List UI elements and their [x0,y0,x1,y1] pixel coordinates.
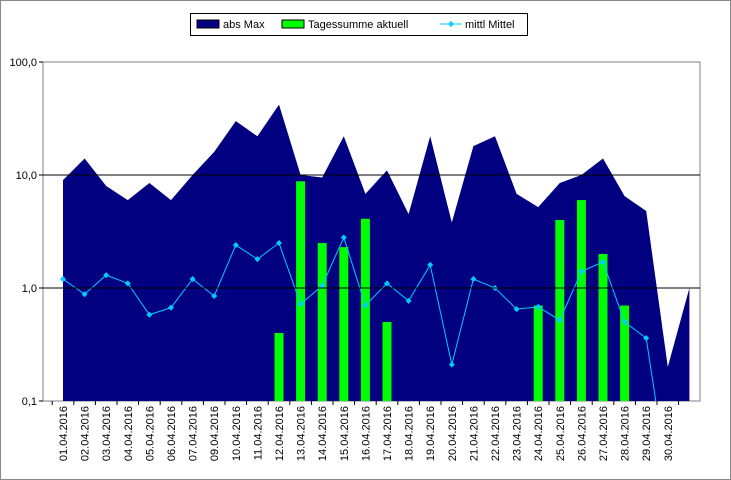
marker [556,317,563,324]
legend-label: mittl Mittel [465,19,515,31]
x-tick-label: 02.04.2016 [80,406,92,461]
x-tick-label: 11.04.2016 [252,406,264,460]
legend [190,13,528,36]
marker [60,276,66,283]
x-tick-label: 30.04.2016 [663,406,675,461]
marker [232,242,239,249]
bar [296,181,306,401]
y-tick-label: 0,1 [22,396,37,408]
bar [339,247,349,401]
marker [600,258,606,265]
area [63,104,690,401]
bar [620,305,630,401]
marker [578,268,585,275]
marker [189,276,196,283]
marker [146,311,153,318]
legend-swatch [281,19,305,29]
marker [254,256,261,263]
x-tick-label: 17.04.2016 [382,406,394,461]
x-tick-label: 29.04.2016 [641,406,653,461]
x-tick-label: 25.04.2016 [555,406,567,461]
x-tick-label: 15.04.2016 [339,406,351,461]
x-tick-label: 13.04.2016 [296,406,308,461]
legend-swatch [196,19,220,29]
marker [513,306,520,313]
x-tick-label: 27.04.2016 [598,406,610,461]
x-tick-label: 23.04.2016 [512,406,524,461]
bar [598,253,608,401]
legend-swatch [448,21,454,27]
x-tick-label: 22.04.2016 [490,406,502,461]
x-tick-label: 05.04.2016 [144,406,156,461]
legend-label: abs Max [223,19,265,31]
bar [317,243,327,401]
y-tick-label: 10,0 [16,170,37,182]
marker [427,261,434,268]
marker [103,272,110,279]
marker [405,297,412,304]
x-tick-label: 16.04.2016 [360,406,372,461]
bar [274,332,284,401]
x-tick-label: 18.04.2016 [404,406,416,461]
marker [362,302,369,309]
x-tick-label: 14.04.2016 [317,406,329,461]
marker [297,301,304,308]
legend-label: Tagessumme aktuell [308,19,408,31]
x-tick-label: 01.04.2016 [58,406,70,461]
x-tick-label: 20.04.2016 [447,406,459,461]
y-tick-label: 1,0 [22,283,37,295]
axes: 0,1 1,0 10,0 100,0 01.04.2016 02.04.2016 03.04… [9,57,700,461]
x-tick-label: 09.04.2016 [209,406,221,461]
bar [360,218,370,401]
marker [643,335,650,342]
bar [533,305,543,401]
marker [276,240,282,247]
marker [535,303,542,310]
marker [124,280,131,287]
marker [621,319,628,326]
x-tick-label: 07.04.2016 [188,406,200,461]
x-tick-label: 21.04.2016 [468,406,480,461]
x-tick-label: 04.04.2016 [123,406,135,461]
y-tick-label: 100,0 [9,57,37,69]
x-tick-label: 28.04.2016 [620,406,632,461]
marker [319,282,326,289]
bar [555,219,565,401]
x-tick-label: 12.04.2016 [274,406,286,461]
marker [448,361,455,368]
marker [211,292,218,299]
x-tick-label: 06.04.2016 [166,406,178,461]
x-tick-label: 03.04.2016 [101,406,113,461]
bar [576,200,586,401]
x-tick-label: 10.04.2016 [231,406,243,461]
marker [168,304,174,311]
marker [81,291,88,298]
x-tick-label: 19.04.2016 [425,406,437,461]
plot [60,104,690,401]
marker [384,280,390,287]
x-tick-label: 24.04.2016 [533,406,545,461]
marker [470,276,477,283]
x-tick-label: 26.04.2016 [576,406,588,461]
bar [382,322,392,401]
marker [340,234,347,241]
